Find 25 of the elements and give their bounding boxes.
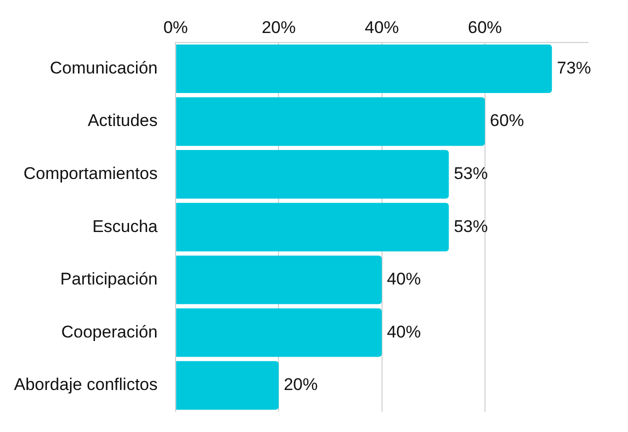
data-label: 73% bbox=[556, 58, 591, 78]
data-label: 53% bbox=[454, 216, 488, 236]
y-tick-label: Abordaje conflictos bbox=[14, 375, 158, 394]
y-tick-label: Actitudes bbox=[88, 111, 158, 130]
y-tick-label: Comunicación bbox=[50, 58, 158, 78]
data-label: 60% bbox=[490, 111, 524, 130]
bar bbox=[176, 150, 449, 199]
y-tick-label: Comportamientos bbox=[23, 164, 158, 184]
bar bbox=[176, 256, 382, 304]
bar bbox=[176, 202, 449, 252]
data-label: 20% bbox=[284, 375, 318, 394]
bar bbox=[176, 308, 382, 357]
x-tick-label: 60% bbox=[468, 18, 502, 37]
y-tick-label: Escucha bbox=[92, 216, 158, 236]
bar bbox=[176, 97, 485, 146]
x-tick-label: 20% bbox=[262, 18, 296, 37]
x-tick-label: 40% bbox=[364, 18, 399, 37]
bar bbox=[176, 44, 552, 94]
bar bbox=[176, 361, 279, 410]
x-tick-label: 0% bbox=[163, 18, 188, 37]
data-label: 40% bbox=[386, 322, 421, 342]
data-label: 40% bbox=[386, 270, 421, 289]
y-tick-label: Cooperación bbox=[61, 322, 158, 342]
data-label: 53% bbox=[454, 164, 488, 184]
y-tick-label: Participación bbox=[60, 270, 158, 289]
